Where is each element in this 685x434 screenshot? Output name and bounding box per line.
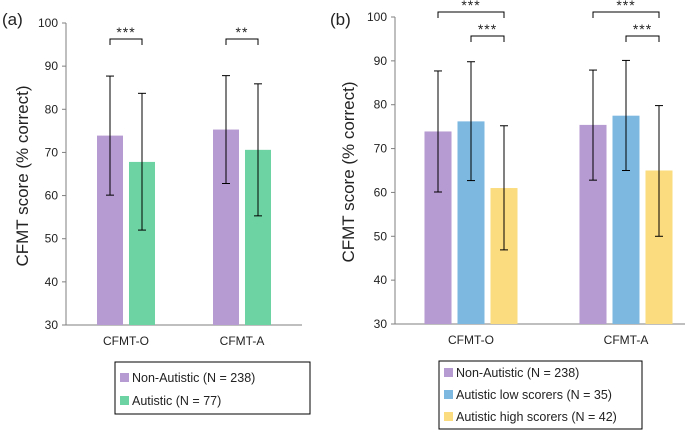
panel-b-y-tick-label: 100 xyxy=(367,10,387,24)
legend-label-autistic-low-scorers: Autistic low scorers (N = 35) xyxy=(456,388,612,402)
panel-b-x-category-label: CFMT-O xyxy=(448,333,494,347)
panel-b-significance-stars: *** xyxy=(616,0,635,13)
panel-b-significance-bracket xyxy=(625,35,660,42)
panel-b-significance: *** *** *** *** xyxy=(437,0,660,42)
panel-a-legend: Non-Autistic (N = 238) Autistic (N = 77) xyxy=(114,361,311,415)
panel-b-y-axis: 30 40 50 60 70 80 90 100 CFMT-O CFMT-A xyxy=(367,10,685,347)
panel-a-x-category-label: CFMT-O xyxy=(103,334,149,348)
panel-b-significance-bracket xyxy=(437,11,505,18)
panel-b-significance-stars: *** xyxy=(461,0,480,13)
panel-b-bars xyxy=(424,59,673,324)
legend-label-non-autistic: Non-Autistic (N = 238) xyxy=(456,366,579,380)
panel-a-legend-box xyxy=(114,361,311,415)
panel-a-significance-bracket xyxy=(225,38,259,45)
legend-label-autistic: Autistic (N = 77) xyxy=(132,394,221,408)
panel-a-y-tick-label: 80 xyxy=(45,102,59,116)
panel-a-y-tick-label: 100 xyxy=(38,16,58,30)
legend-label-non-autistic: Non-Autistic (N = 238) xyxy=(132,371,255,385)
panel-b-y-tick-label: 40 xyxy=(374,273,388,287)
panel-a-y-tick-label: 60 xyxy=(45,189,59,203)
panel-b-legend: Non-Autistic (N = 238) Autistic low scor… xyxy=(438,360,643,430)
legend-swatch-autistic-high-scorers xyxy=(444,412,453,421)
panel-b-x-category-label: CFMT-A xyxy=(604,333,649,347)
panel-a-y-tick-label: 40 xyxy=(45,275,59,289)
panel-b-y-tick-label: 80 xyxy=(374,98,388,112)
panel-b-legend-box xyxy=(438,360,643,430)
legend-swatch-autistic xyxy=(120,396,129,405)
panel-a-bars xyxy=(97,75,271,325)
panel-b-label: (b) xyxy=(330,10,351,29)
panel-b-y-tick-label: 90 xyxy=(374,54,388,68)
panel-b-y-tick-label: 30 xyxy=(374,317,388,331)
panel-a-x-category-label: CFMT-A xyxy=(220,334,265,348)
panel-a-significance-bracket xyxy=(109,38,143,45)
panel-a-y-tick-label: 50 xyxy=(45,232,59,246)
panel-b-significance-stars: *** xyxy=(633,21,652,37)
panel-b-significance-bracket xyxy=(470,35,505,42)
panel-b-y-tick-label: 60 xyxy=(374,185,388,199)
panel-b-significance-bracket xyxy=(592,11,660,18)
panel-a-y-tick-label: 30 xyxy=(45,318,59,332)
panel-a-label: (a) xyxy=(2,10,23,29)
legend-swatch-autistic-low-scorers xyxy=(444,390,453,399)
legend-swatch-non-autistic xyxy=(120,373,129,382)
panel-a-y-tick-label: 90 xyxy=(45,59,59,73)
panel-b-y-tick-label: 50 xyxy=(374,229,388,243)
legend-label-autistic-high-scorers: Autistic high scorers (N = 42) xyxy=(456,410,617,424)
panel-b-significance-stars: *** xyxy=(478,21,497,37)
panel-a-y-tick-label: 70 xyxy=(45,145,59,159)
panel-a: (a) CFMT score (% correct) 30 40 50 60 70 80 9… xyxy=(2,10,311,415)
panel-a-significance-stars: ** xyxy=(236,24,249,40)
panel-a-significance: *** ** xyxy=(109,24,259,45)
panel-b-y-tick-label: 70 xyxy=(374,142,388,156)
panel-b-y-axis-label: CFMT score (% correct) xyxy=(339,81,358,262)
panel-a-significance-stars: *** xyxy=(116,24,135,40)
panel-a-y-axis: 30 40 50 60 70 80 90 100 CFMT-O CFMT-A xyxy=(38,16,302,348)
legend-swatch-non-autistic xyxy=(444,368,453,377)
panel-a-y-axis-label: CFMT score (% correct) xyxy=(13,85,32,266)
panel-b: (b) CFMT score (% correct) 30 40 50 60 70 80 9… xyxy=(330,0,685,430)
